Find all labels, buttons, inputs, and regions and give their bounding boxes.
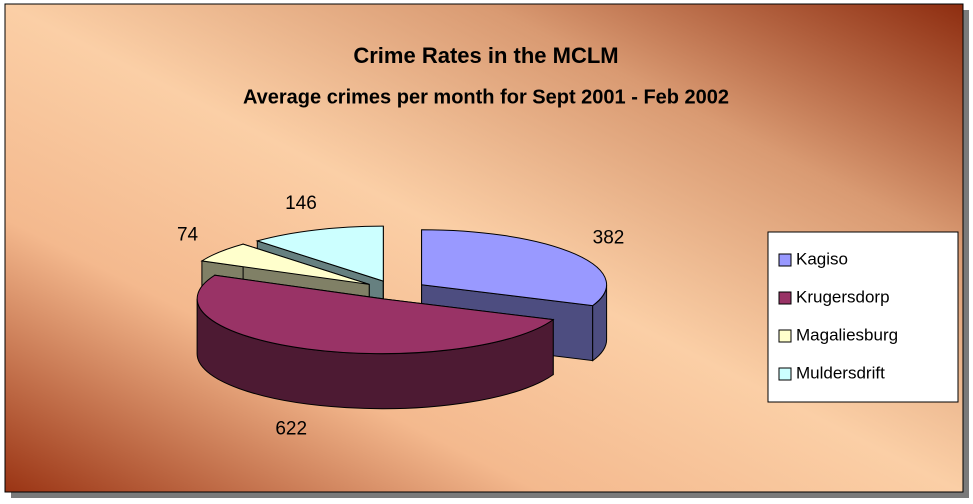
data-label: 382 bbox=[593, 228, 625, 249]
legend-label: Krugersdorp bbox=[796, 287, 890, 306]
slice bbox=[196, 274, 555, 355]
chart-subtitle: Average crimes per month for Sept 2001 -… bbox=[243, 86, 729, 108]
legend-swatch bbox=[778, 367, 792, 381]
legend-label: Magaliesburg bbox=[796, 325, 898, 344]
legend-box bbox=[767, 231, 959, 403]
legend-label: Muldersdrift bbox=[796, 363, 885, 382]
data-label: 146 bbox=[285, 193, 317, 214]
slice bbox=[421, 229, 608, 307]
slice bbox=[255, 225, 384, 282]
pie bbox=[196, 225, 608, 410]
data-label: 622 bbox=[275, 419, 307, 440]
legend-swatch bbox=[778, 329, 792, 343]
chart-title: Crime Rates in the MCLM bbox=[353, 43, 618, 68]
slice bbox=[200, 243, 370, 285]
data-label: 74 bbox=[177, 224, 199, 245]
legend-swatch bbox=[778, 291, 792, 305]
legend-swatch bbox=[778, 253, 792, 267]
legend-label: Kagiso bbox=[796, 249, 848, 268]
